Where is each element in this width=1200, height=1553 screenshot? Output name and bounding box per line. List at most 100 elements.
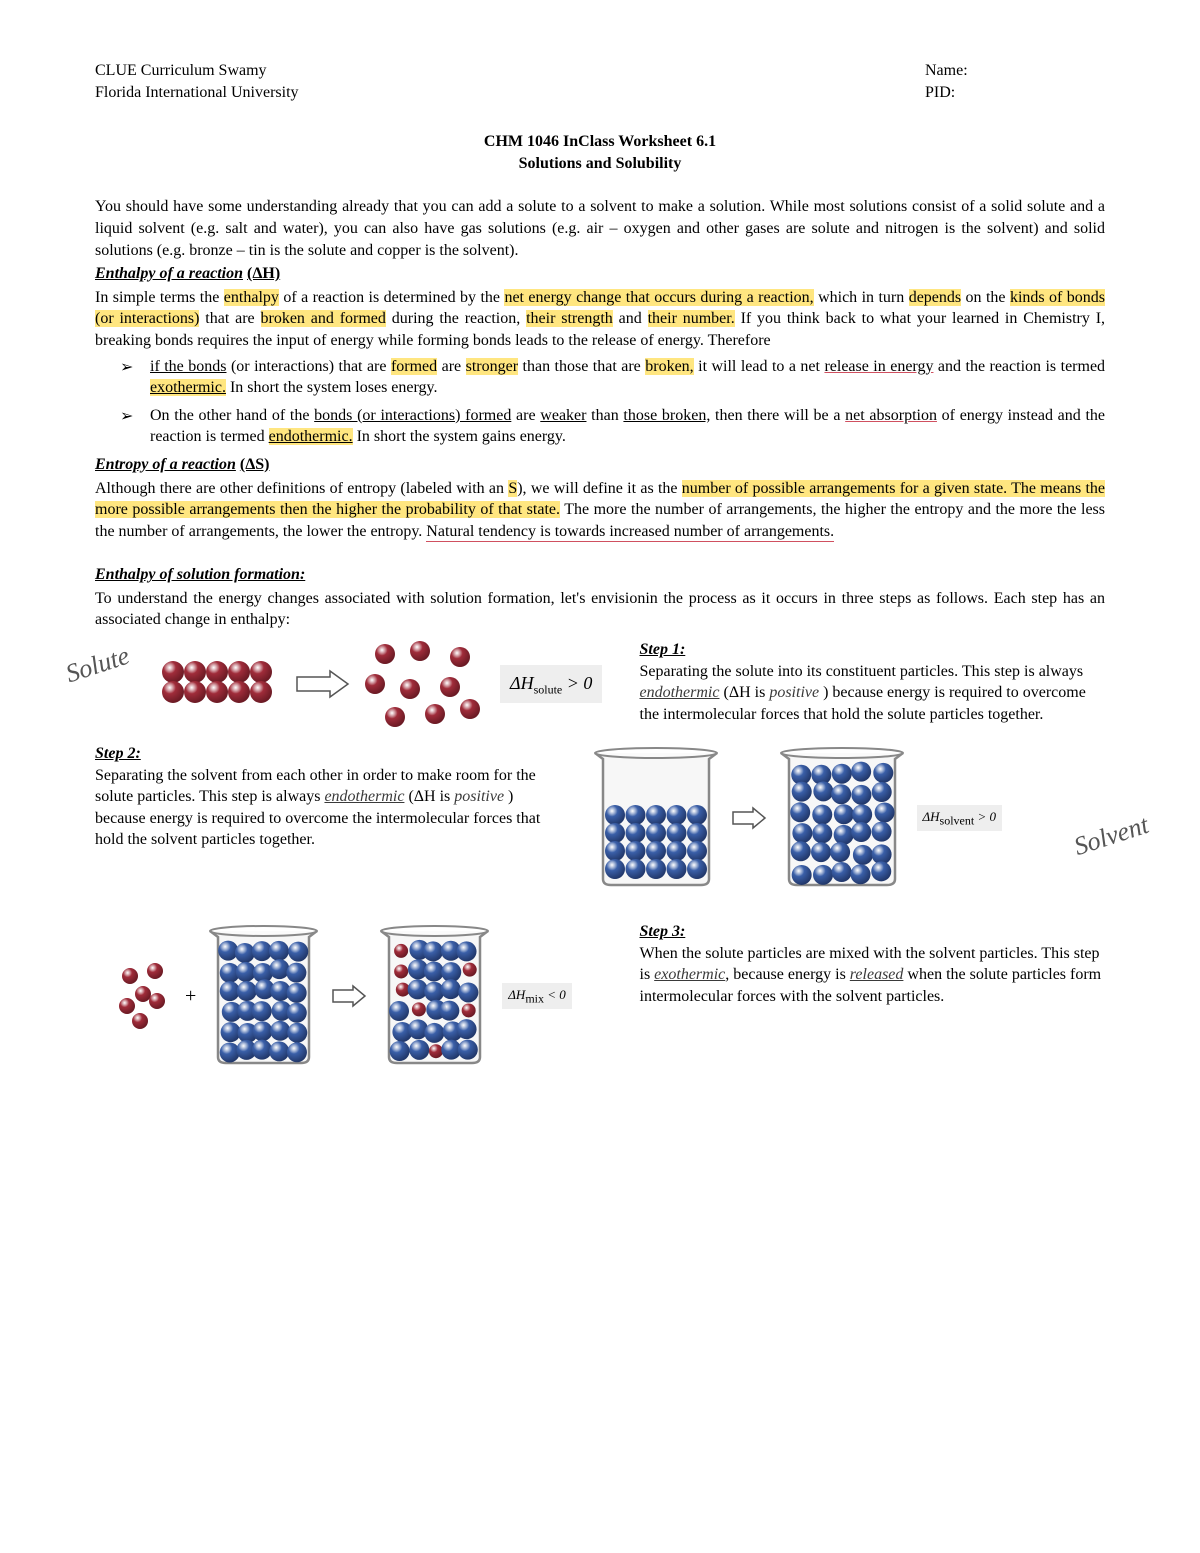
step1-figure: Solute ΔHsolute > 0 [95, 639, 610, 729]
t: are [511, 407, 540, 424]
step2-text: Step 2: Separating the solvent from each… [95, 743, 561, 851]
t: In short the system gains energy. [353, 428, 566, 445]
name-label: Name: [925, 60, 1105, 82]
beaker-solvent-only [206, 921, 321, 1071]
title-line2: Solutions and Solubility [95, 153, 1105, 175]
step1-head: Step 1: [640, 641, 686, 658]
fill-released: released [850, 966, 904, 983]
title-block: CHM 1046 InClass Worksheet 6.1 Solutions… [95, 131, 1105, 174]
t: and [613, 310, 648, 327]
enthalpy-heading: Enthalpy of a reaction (ΔH) [95, 263, 1105, 285]
t: than [586, 407, 623, 424]
arrow-icon [331, 984, 367, 1008]
fill-endothermic1: endothermic [640, 684, 720, 701]
t: solvent [940, 813, 975, 827]
solute-few-svg [115, 956, 175, 1036]
t: ΔH [923, 809, 940, 824]
step3-head: Step 3: [640, 923, 686, 940]
t: > 0 [562, 673, 592, 693]
t: (ΔH is [719, 684, 769, 701]
enthalpy-heading-text: Enthalpy of a reaction [95, 265, 243, 282]
hl-s: S [508, 480, 517, 497]
t: solute [534, 682, 563, 696]
t: , because energy is [725, 966, 850, 983]
university-line: Florida International University [95, 82, 299, 104]
entropy-paragraph: Although there are other definitions of … [95, 478, 1105, 543]
delta-solvent-box: ΔHsolvent > 0 [917, 805, 1002, 832]
solution-heading: Enthalpy of solution formation: [95, 564, 1105, 586]
hl-enthalpy: enthalpy [224, 289, 279, 306]
t: than those that are [518, 358, 645, 375]
t: and the reaction is termed [933, 358, 1105, 375]
t: on the [961, 289, 1010, 306]
enthalpy-bullets: if the bonds (or interactions) that are … [95, 356, 1105, 448]
t: which in turn [814, 289, 909, 306]
entropy-symbol: (ΔS) [240, 456, 270, 473]
hl-number: their number. [648, 310, 735, 327]
curriculum-line: CLUE Curriculum Swamy [95, 60, 299, 82]
solute-packed-svg [155, 644, 285, 724]
t: < 0 [544, 987, 566, 1002]
t: ), we will define it as the [517, 480, 682, 497]
t: (or interactions) that are [226, 358, 390, 375]
hl-broken: broken and formed [261, 310, 386, 327]
t: In short the system loses energy. [226, 379, 438, 396]
delta-solute-box: ΔHsolute > 0 [500, 665, 602, 704]
entropy-heading: Entropy of a reaction (ΔS) [95, 454, 1105, 476]
enthalpy-symbol: (ΔH) [247, 265, 280, 282]
fill-exothermic: exothermic [654, 966, 725, 983]
hl-strength: their strength [526, 310, 613, 327]
solute-spread-svg [360, 639, 490, 729]
beaker-solvent-spread [777, 743, 907, 893]
hl-stronger: stronger [466, 358, 518, 375]
t: bonds (or interactions) formed [314, 407, 511, 424]
step3-figure: + ΔHmix < 0 [95, 921, 610, 1071]
hl-broken2: broken, [645, 358, 693, 375]
step1-row: Solute ΔHsolute > 0 Step 1: Separating t… [95, 639, 1105, 729]
t: Although there are other definitions of … [95, 480, 508, 497]
step1-text: Step 1: Separating the solute into its c… [640, 639, 1106, 725]
t: then there will be a [710, 407, 845, 424]
solute-hand-label: Solute [61, 638, 134, 691]
t: during the reaction, [386, 310, 526, 327]
header-right: Name: PID: [925, 60, 1105, 103]
t: weaker [540, 407, 586, 424]
fill-endothermic2: endothermic [324, 788, 404, 805]
bullet-exo: if the bonds (or interactions) that are … [150, 356, 1105, 399]
t: On the other hand of the [150, 407, 314, 424]
t: are [437, 358, 465, 375]
pid-label: PID: [925, 82, 1105, 104]
page-header: CLUE Curriculum Swamy Florida Internatio… [95, 60, 1105, 103]
red-natural: Natural tendency is towards increased nu… [426, 523, 834, 542]
t: Separating the solute into its constitue… [640, 663, 1084, 680]
arrow-icon [731, 806, 767, 830]
entropy-heading-text: Entropy of a reaction [95, 456, 236, 473]
t: In simple terms the [95, 289, 224, 306]
beaker-solvent-packed [591, 743, 721, 893]
enthalpy-paragraph: In simple terms the enthalpy of a reacti… [95, 287, 1105, 352]
t: that are [199, 310, 260, 327]
worksheet-page: CLUE Curriculum Swamy Florida Internatio… [0, 0, 1200, 1553]
red-release: release in energy [824, 358, 933, 375]
step3-text: Step 3: When the solute particles are mi… [640, 921, 1106, 1007]
step3-row: + ΔHmix < 0 Step 3: When the solute part… [95, 921, 1105, 1071]
title-line1: CHM 1046 InClass Worksheet 6.1 [95, 131, 1105, 153]
t: mix [525, 991, 544, 1005]
step2-figure: ΔHsolvent > 0 Solvent [591, 743, 1106, 893]
t: if the bonds [150, 358, 226, 375]
t: of a reaction is determined by the [279, 289, 505, 306]
fill-positive1: positive [769, 684, 819, 701]
t: ΔH [508, 987, 525, 1002]
beaker-mixed [377, 921, 492, 1071]
t: > 0 [974, 809, 996, 824]
fill-positive2: positive [454, 788, 504, 805]
step2-row: Step 2: Separating the solvent from each… [95, 743, 1105, 893]
red-net: net absorption [845, 407, 937, 424]
hl-exo: exothermic. [150, 379, 226, 396]
header-left: CLUE Curriculum Swamy Florida Internatio… [95, 60, 299, 103]
t: ΔH [510, 673, 534, 693]
step2-head: Step 2: [95, 745, 141, 762]
hl-formed: formed [391, 358, 437, 375]
t: (ΔH is [404, 788, 454, 805]
hl-net: net energy change that occurs during a r… [504, 289, 813, 306]
